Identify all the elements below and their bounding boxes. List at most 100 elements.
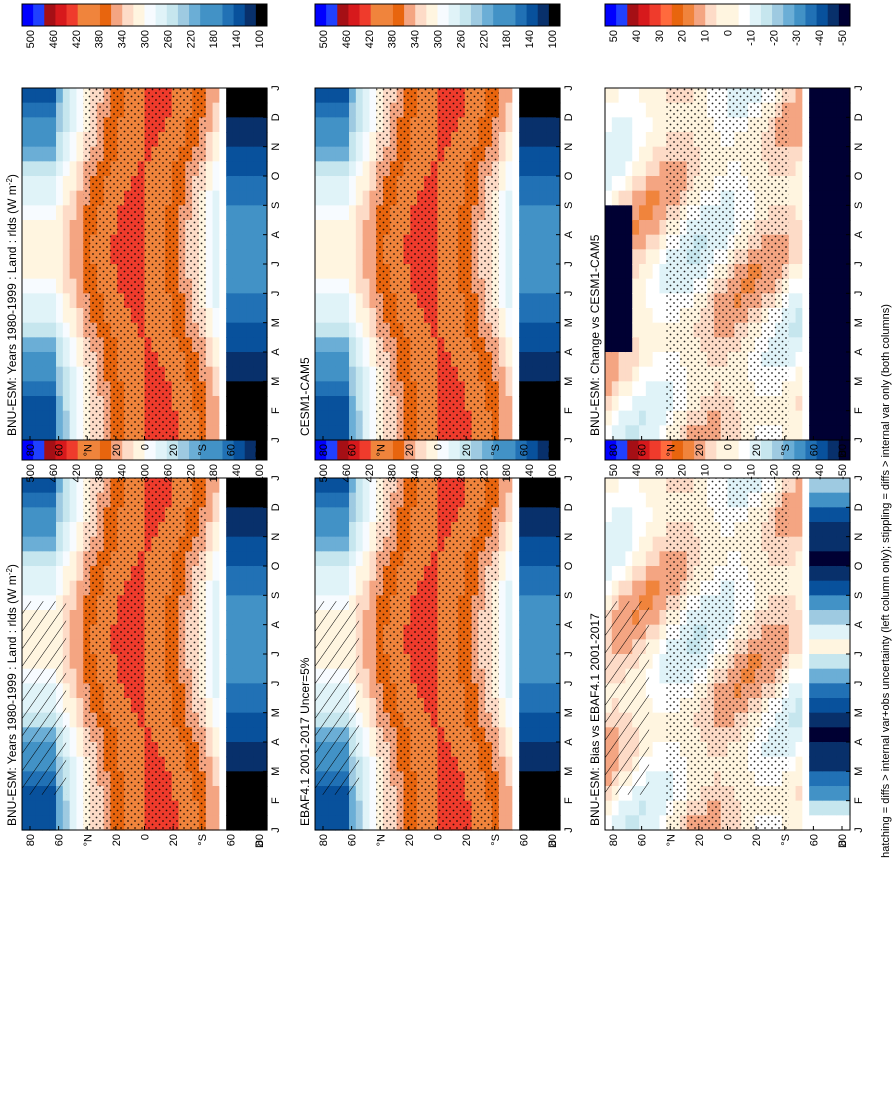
heatmap-cell — [525, 595, 534, 611]
heatmap-cell — [498, 308, 507, 324]
heatmap-cell — [822, 668, 831, 684]
colorbar-segment — [526, 4, 539, 26]
heatmap-cell — [836, 742, 844, 758]
heatmap-cell — [246, 654, 254, 670]
heatmap-cell — [355, 425, 364, 441]
heatmap-cell — [546, 293, 554, 309]
heatmap-cell — [219, 381, 227, 397]
heatmap-cell — [69, 668, 78, 684]
heatmap-cell — [42, 234, 50, 250]
heatmap-cell — [232, 786, 241, 802]
heatmap-cell — [505, 352, 513, 368]
heatmap-cell — [362, 595, 371, 611]
heatmap-cell — [809, 507, 817, 523]
month-tick-label: D — [563, 503, 575, 511]
heatmap-cell — [212, 742, 220, 758]
heatmap-cell — [652, 756, 661, 772]
heatmap-cell — [342, 249, 350, 265]
heatmap-cell — [519, 308, 527, 324]
heatmap-cell — [226, 580, 234, 596]
heatmap-cell — [369, 698, 377, 714]
heatmap-cell — [525, 727, 534, 743]
heatmap-cell — [498, 293, 507, 309]
heatmap-cell — [362, 624, 371, 640]
heatmap-cell — [342, 381, 350, 397]
heatmap-cell — [69, 595, 78, 611]
heatmap-cell — [369, 425, 377, 441]
heatmap-cell — [335, 425, 343, 441]
heatmap-cell — [836, 712, 844, 728]
heatmap-cell — [605, 278, 613, 294]
heatmap-cell — [260, 425, 268, 441]
heatmap-cell — [35, 337, 44, 353]
month-tick-label: J — [853, 827, 865, 833]
heatmap-cell — [369, 234, 377, 250]
heatmap-cell — [645, 293, 654, 309]
heatmap-cell — [652, 102, 661, 118]
heatmap-cell — [625, 536, 633, 552]
heatmap-cell — [321, 566, 330, 582]
heatmap-cell — [335, 366, 343, 382]
heatmap-cell — [822, 786, 831, 802]
heatmap-cell — [369, 381, 377, 397]
month-tick-label: N — [270, 143, 282, 151]
heatmap-cell — [342, 102, 350, 118]
heatmap-cell — [219, 293, 227, 309]
heatmap-cell — [553, 536, 561, 552]
heatmap-cell — [22, 234, 30, 250]
heatmap-cell — [315, 278, 323, 294]
latitude-tick-label: 20 — [461, 444, 473, 456]
heatmap-cell — [69, 727, 78, 743]
heatmap-cell — [525, 786, 534, 802]
heatmap-cell — [362, 800, 371, 816]
heatmap-cell — [226, 478, 234, 494]
heatmap-cell — [505, 425, 513, 441]
heatmap-cell — [498, 654, 507, 670]
heatmap-cell — [42, 800, 50, 816]
heatmap-cell — [69, 536, 78, 552]
heatmap-cell — [69, 176, 78, 192]
heatmap-cell — [512, 756, 520, 772]
heatmap-cell — [76, 610, 84, 626]
heatmap-cell — [505, 176, 513, 192]
heatmap-cell — [62, 337, 71, 353]
heatmap-cell — [246, 610, 254, 626]
heatmap-cell — [553, 190, 561, 206]
colorbar-segment — [537, 4, 550, 26]
heatmap-cell — [843, 551, 851, 567]
heatmap-cell — [659, 624, 667, 640]
heatmap-cell — [512, 478, 520, 494]
heatmap-cell — [639, 205, 647, 221]
colorbar-segment — [66, 4, 79, 26]
heatmap-cell — [605, 132, 613, 148]
heatmap-cell — [532, 712, 541, 728]
heatmap-cell — [56, 176, 64, 192]
heatmap-cell — [253, 727, 261, 743]
heatmap-cell — [28, 220, 37, 236]
heatmap-cell — [28, 264, 37, 280]
month-tick-label: O — [270, 171, 282, 180]
heatmap-cell — [788, 478, 797, 494]
heatmap-cell — [815, 668, 824, 684]
heatmap-cell — [525, 551, 534, 567]
heatmap-cell — [532, 337, 541, 353]
heatmap-cell — [321, 249, 330, 265]
month-tick-label: M — [563, 767, 575, 776]
heatmap-cell — [539, 146, 547, 162]
heatmap-cell — [546, 117, 554, 133]
heatmap-cell — [519, 610, 527, 626]
heatmap-cell — [546, 771, 554, 787]
heatmap-cell — [843, 668, 851, 684]
heatmap-cell — [246, 756, 254, 772]
heatmap-cell — [328, 522, 337, 538]
heatmap-cell — [645, 190, 654, 206]
heatmap-cell — [802, 639, 810, 655]
heatmap-cell — [76, 742, 84, 758]
heatmap-cell — [56, 234, 64, 250]
heatmap-cell — [35, 566, 44, 582]
heatmap-cell — [321, 293, 330, 309]
heatmap-cell — [335, 580, 343, 596]
heatmap-cell — [76, 654, 84, 670]
heatmap-cell — [22, 492, 30, 508]
heatmap-cell — [239, 727, 248, 743]
